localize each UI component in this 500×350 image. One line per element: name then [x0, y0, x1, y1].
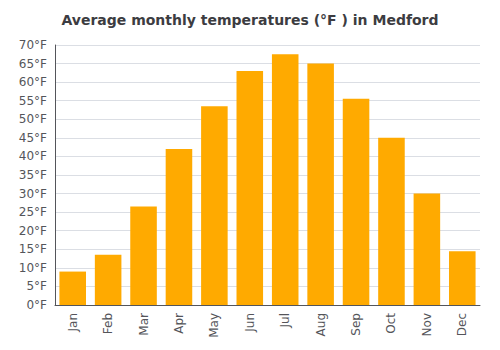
svg-text:Oct: Oct	[384, 313, 398, 334]
svg-text:55°F: 55°F	[19, 94, 47, 108]
svg-text:Aug: Aug	[314, 313, 328, 336]
svg-text:Nov: Nov	[420, 313, 434, 336]
svg-text:50°F: 50°F	[19, 112, 47, 126]
svg-text:May: May	[207, 313, 221, 338]
svg-text:Jul: Jul	[278, 313, 292, 328]
svg-text:Apr: Apr	[172, 313, 186, 334]
svg-text:25°F: 25°F	[19, 205, 47, 219]
svg-text:Jan: Jan	[66, 313, 80, 333]
svg-text:45°F: 45°F	[19, 131, 47, 145]
svg-text:5°F: 5°F	[26, 279, 47, 293]
svg-text:30°F: 30°F	[19, 187, 47, 201]
svg-text:Feb: Feb	[101, 313, 115, 334]
svg-text:60°F: 60°F	[19, 75, 47, 89]
svg-text:65°F: 65°F	[19, 57, 47, 71]
svg-text:15°F: 15°F	[19, 242, 47, 256]
svg-text:Mar: Mar	[137, 313, 151, 336]
svg-text:Sep: Sep	[349, 313, 363, 336]
svg-text:40°F: 40°F	[19, 149, 47, 163]
svg-text:10°F: 10°F	[19, 261, 47, 275]
svg-text:0°F: 0°F	[26, 298, 47, 312]
svg-text:Average monthly temperatures (: Average monthly temperatures (°F ) in Me…	[61, 12, 438, 28]
svg-text:20°F: 20°F	[19, 224, 47, 238]
svg-text:Jun: Jun	[243, 313, 257, 333]
svg-text:70°F: 70°F	[19, 38, 47, 52]
svg-text:35°F: 35°F	[19, 168, 47, 182]
svg-text:Dec: Dec	[455, 313, 469, 336]
